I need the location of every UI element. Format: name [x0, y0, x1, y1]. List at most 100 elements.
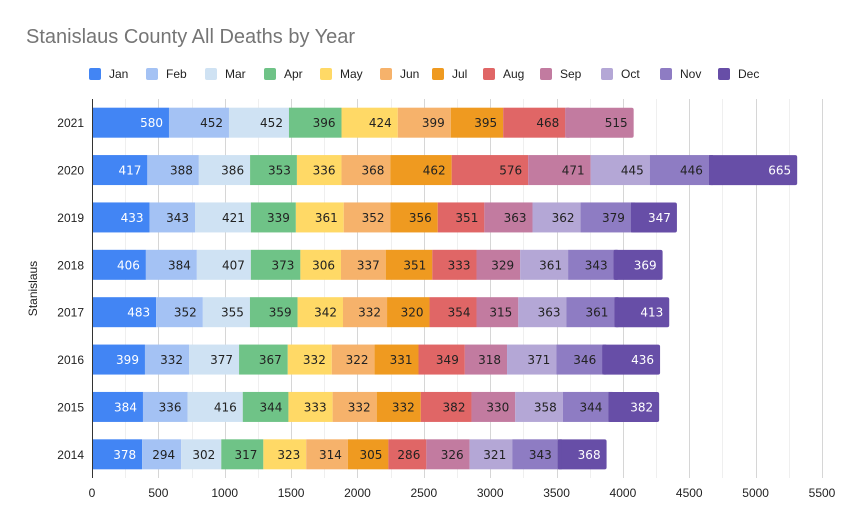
bar-segment-2015-jun — [332, 391, 377, 422]
data-label: 351 — [403, 258, 426, 272]
data-label: 382 — [630, 400, 653, 414]
data-label: 322 — [346, 353, 369, 367]
legend-item-feb[interactable]: Feb — [146, 66, 187, 82]
legend-label: Sep — [560, 67, 582, 81]
bar-segment-2017-jan — [92, 297, 157, 328]
bar-segment-2015-sep — [471, 391, 516, 422]
bar-segment-2020-mar — [198, 155, 251, 186]
data-label: 377 — [210, 353, 233, 367]
data-label: 406 — [117, 258, 140, 272]
data-label: 378 — [113, 448, 136, 462]
data-label: 382 — [443, 400, 466, 414]
bar-segment-2020-nov — [649, 155, 709, 186]
data-label: 355 — [221, 306, 244, 320]
data-label: 395 — [474, 116, 497, 130]
legend-item-aug[interactable]: Aug — [483, 66, 524, 82]
data-label: 332 — [160, 353, 183, 367]
bar-segment-2019-jul — [390, 202, 438, 233]
bar-segment-2021-may — [341, 107, 398, 138]
data-label: 343 — [166, 211, 189, 225]
bar-segment-2015-oct — [515, 391, 563, 422]
legend-item-dec[interactable]: Dec — [718, 66, 759, 82]
bar-segment-2014-sep — [426, 439, 470, 470]
bar-segment-2016-aug — [418, 344, 465, 375]
bar-segment-2014-nov — [512, 439, 558, 470]
data-label: 462 — [423, 164, 446, 178]
legend-label: Jan — [109, 67, 129, 81]
legend-item-jun[interactable]: Jun — [380, 66, 419, 82]
bar-segment-2019-jan — [92, 202, 150, 233]
bar-segment-2017-mar — [202, 297, 250, 328]
legend-swatch — [146, 68, 158, 80]
legend-item-jan[interactable]: Jan — [89, 66, 128, 82]
bar-segment-2019-apr — [250, 202, 296, 233]
legend-swatch — [89, 68, 101, 80]
legend-swatch — [601, 68, 613, 80]
data-label: 373 — [271, 258, 294, 272]
bar-segment-2018-jul — [385, 249, 433, 280]
data-label: 362 — [552, 211, 575, 225]
data-label: 294 — [152, 448, 175, 462]
data-label: 330 — [486, 400, 509, 414]
bar-segment-2018-apr — [250, 249, 301, 280]
data-label: 452 — [260, 116, 283, 130]
bar-segment-fill — [565, 107, 570, 138]
legend-label: Jun — [400, 67, 420, 81]
x-tick-label: 2000 — [344, 486, 371, 500]
x-tick-label: 3500 — [543, 486, 570, 500]
data-label: 436 — [631, 353, 654, 367]
bar-segment-2019-dec — [630, 202, 677, 233]
data-label: 333 — [304, 400, 327, 414]
bar-segment-2017-dec — [614, 297, 670, 328]
data-label: 369 — [634, 258, 657, 272]
bar-segment-2018-jan — [92, 249, 146, 280]
bar-segment-2014-jan — [92, 439, 143, 470]
data-label: 424 — [369, 116, 392, 130]
bar-segment-2021-jul — [450, 107, 504, 138]
data-label: 384 — [168, 258, 191, 272]
data-label: 515 — [605, 116, 628, 130]
data-label: 384 — [114, 400, 137, 414]
legend-item-jul[interactable]: Jul — [432, 66, 467, 82]
legend-swatch — [264, 68, 276, 80]
legend-swatch — [320, 68, 332, 80]
data-label: 305 — [359, 448, 382, 462]
data-label: 347 — [648, 211, 671, 225]
legend-item-nov[interactable]: Nov — [660, 66, 701, 82]
data-label: 353 — [268, 164, 291, 178]
data-label: 413 — [640, 306, 663, 320]
bar-segment-2015-may — [288, 391, 333, 422]
data-label: 323 — [277, 448, 300, 462]
data-label: 315 — [489, 306, 512, 320]
legend-item-mar[interactable]: Mar — [205, 66, 246, 82]
legend-item-may[interactable]: May — [320, 66, 363, 82]
bar-segment-2017-aug — [429, 297, 477, 328]
legend-item-oct[interactable]: Oct — [601, 66, 640, 82]
data-label: 342 — [314, 306, 337, 320]
data-label: 351 — [455, 211, 478, 225]
data-label: 368 — [578, 448, 601, 462]
bar-segment-2014-dec — [557, 439, 607, 470]
bar-segment-2016-apr — [239, 344, 288, 375]
bar-segment-2020-feb — [147, 155, 199, 186]
legend-item-sep[interactable]: Sep — [540, 66, 581, 82]
x-tick-label: 4500 — [676, 486, 703, 500]
bar-segment-2016-sep — [464, 344, 508, 375]
legend-item-apr[interactable]: Apr — [264, 66, 303, 82]
data-label: 318 — [478, 353, 501, 367]
data-label: 302 — [192, 448, 215, 462]
data-label: 332 — [392, 400, 415, 414]
bar-segment-2017-feb — [156, 297, 203, 328]
bar-segment-2019-mar — [194, 202, 251, 233]
bar-segment-2017-jun — [342, 297, 388, 328]
legend-label: Dec — [738, 67, 760, 81]
legend-label: Nov — [680, 67, 702, 81]
bar-segment-2019-feb — [149, 202, 195, 233]
data-label: 359 — [269, 306, 292, 320]
bar-segment-fill — [614, 297, 619, 328]
data-label: 576 — [499, 164, 522, 178]
bar-segment-2018-mar — [196, 249, 251, 280]
data-label: 333 — [448, 258, 471, 272]
legend-label: May — [340, 67, 363, 81]
bar-segment-2016-oct — [507, 344, 557, 375]
